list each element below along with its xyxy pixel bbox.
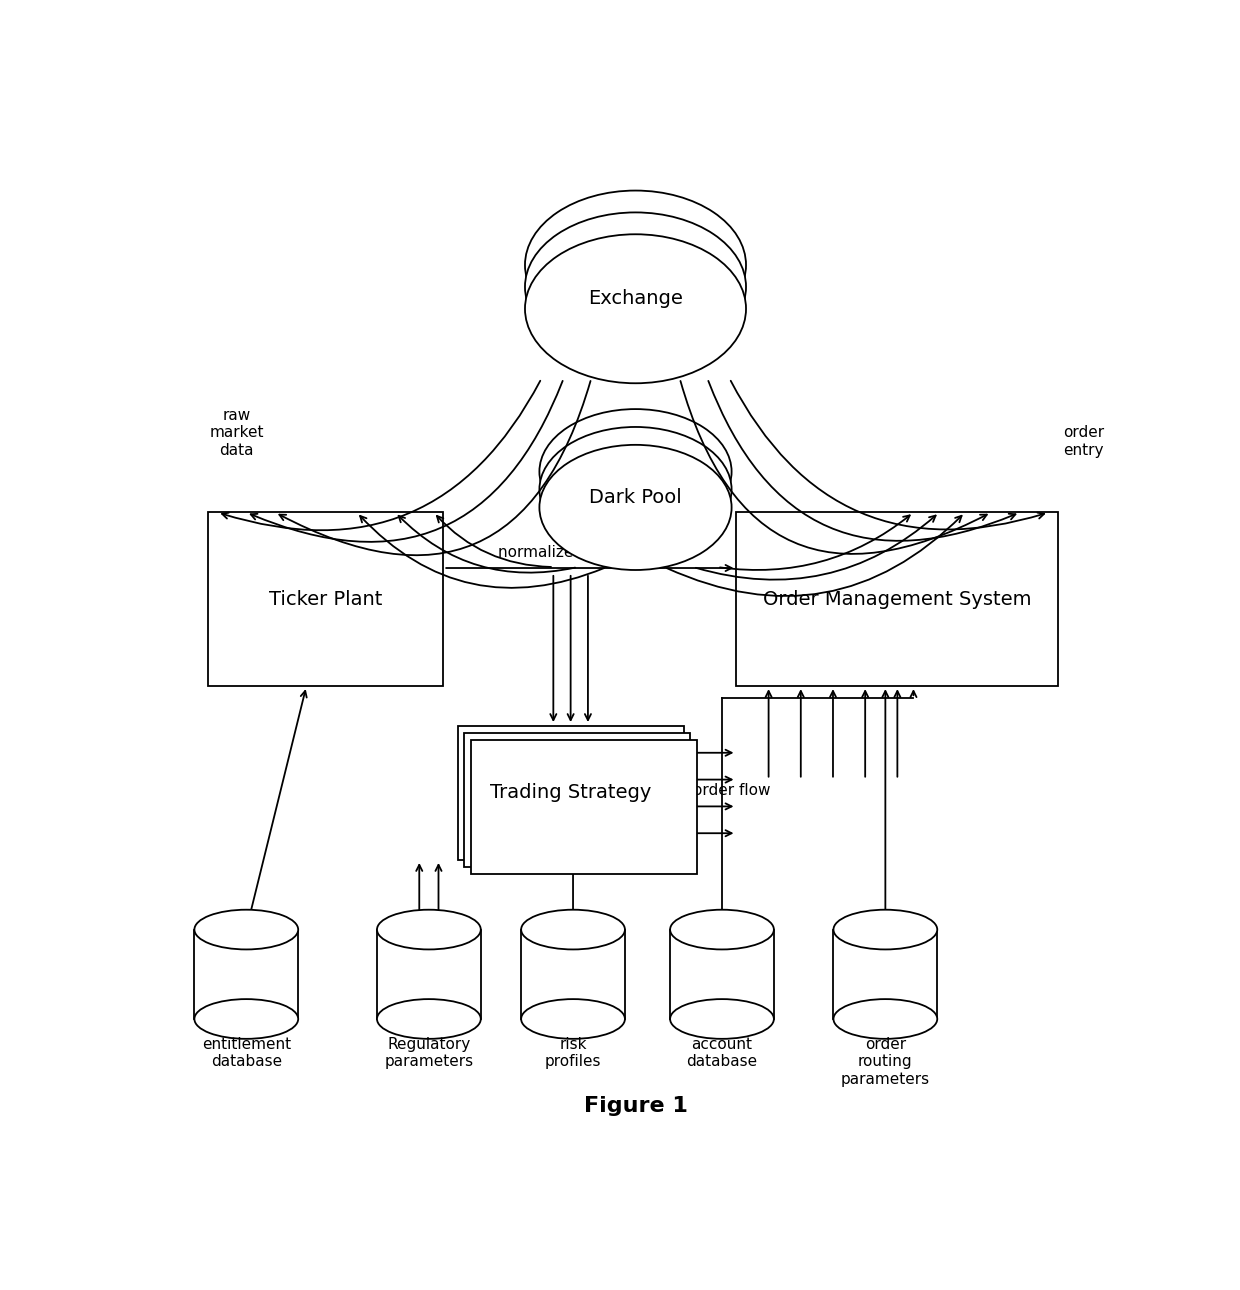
Text: normalized market data: normalized market data xyxy=(498,546,682,560)
Text: Ticker Plant: Ticker Plant xyxy=(269,590,382,609)
FancyArrowPatch shape xyxy=(279,381,590,555)
Ellipse shape xyxy=(539,427,732,552)
FancyArrowPatch shape xyxy=(436,516,551,568)
Ellipse shape xyxy=(525,191,746,339)
FancyArrowPatch shape xyxy=(398,516,575,573)
Text: order
routing
parameters: order routing parameters xyxy=(841,1037,930,1086)
Text: account
database: account database xyxy=(687,1037,758,1069)
Ellipse shape xyxy=(521,998,625,1038)
Bar xyxy=(208,512,444,686)
Text: Regulatory
parameters: Regulatory parameters xyxy=(384,1037,474,1069)
Ellipse shape xyxy=(195,998,298,1038)
Bar xyxy=(195,930,298,1019)
FancyArrowPatch shape xyxy=(696,516,936,579)
Bar xyxy=(670,930,774,1019)
Ellipse shape xyxy=(539,445,732,570)
Text: Trading Strategy: Trading Strategy xyxy=(490,783,651,802)
Ellipse shape xyxy=(670,909,774,949)
Text: risk
profiles: risk profiles xyxy=(544,1037,601,1069)
Text: Figure 1: Figure 1 xyxy=(584,1096,687,1116)
FancyArrowPatch shape xyxy=(708,381,1016,541)
Bar xyxy=(471,740,697,873)
Text: raw
market
data: raw market data xyxy=(210,408,264,458)
Bar xyxy=(521,930,625,1019)
Ellipse shape xyxy=(525,213,746,361)
Ellipse shape xyxy=(833,909,937,949)
Text: Order Management System: Order Management System xyxy=(763,590,1032,609)
FancyArrowPatch shape xyxy=(730,381,1044,529)
Text: order
entry: order entry xyxy=(1063,426,1105,458)
FancyArrowPatch shape xyxy=(360,516,604,588)
Ellipse shape xyxy=(377,998,481,1038)
Ellipse shape xyxy=(377,909,481,949)
Text: order flow: order flow xyxy=(693,783,771,797)
Bar xyxy=(458,726,683,860)
Text: entitlement
database: entitlement database xyxy=(202,1037,291,1069)
Bar xyxy=(833,930,937,1019)
FancyArrowPatch shape xyxy=(681,381,987,553)
Ellipse shape xyxy=(539,409,732,534)
Ellipse shape xyxy=(670,998,774,1038)
Ellipse shape xyxy=(833,998,937,1038)
Bar xyxy=(377,930,481,1019)
Bar xyxy=(465,733,691,867)
FancyArrowPatch shape xyxy=(250,381,563,542)
Bar xyxy=(737,512,1058,686)
Text: Exchange: Exchange xyxy=(588,289,683,308)
FancyArrowPatch shape xyxy=(720,516,910,570)
FancyArrowPatch shape xyxy=(667,516,961,596)
Text: Dark Pool: Dark Pool xyxy=(589,488,682,507)
Ellipse shape xyxy=(521,909,625,949)
Ellipse shape xyxy=(195,909,298,949)
FancyArrowPatch shape xyxy=(222,381,541,530)
Ellipse shape xyxy=(525,235,746,383)
